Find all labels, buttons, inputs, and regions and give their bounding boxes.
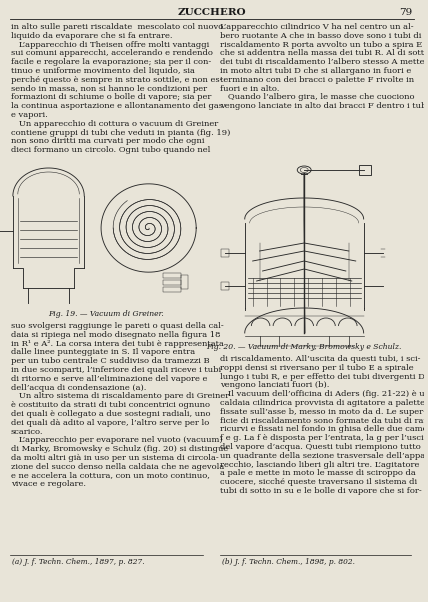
Text: dell’acqua di condensazione (a).: dell’acqua di condensazione (a). bbox=[11, 383, 146, 391]
Text: Fig. 19. — Vacuum di Greiner.: Fig. 19. — Vacuum di Greiner. bbox=[48, 310, 164, 318]
Text: di Marky, Bromowsky e Schulz (fig. 20) si distingue: di Marky, Bromowsky e Schulz (fig. 20) s… bbox=[11, 445, 228, 453]
Text: in R¹ e A². La corsa intera dei tubi è rappresentata: in R¹ e A². La corsa intera dei tubi è r… bbox=[11, 340, 224, 347]
Text: tubi di sotto in su e le bolle di vapore che si for-: tubi di sotto in su e le bolle di vapore… bbox=[220, 487, 422, 495]
Text: in moto altri tubi D che si allargano in fuori e: in moto altri tubi D che si allargano in… bbox=[220, 67, 411, 75]
Text: L’apparecchio di Theisen offre molti vantaggi: L’apparecchio di Theisen offre molti van… bbox=[11, 40, 209, 49]
Text: a pale e mette in moto le masse di sciroppo da: a pale e mette in moto le masse di sciro… bbox=[220, 470, 416, 477]
Text: formazioni di schiume o bolle di vapore; sia per: formazioni di schiume o bolle di vapore;… bbox=[11, 93, 211, 101]
Text: che si addentra nella massa dei tubi R. Al di sotto: che si addentra nella massa dei tubi R. … bbox=[220, 49, 428, 57]
Bar bbox=[181, 275, 188, 289]
Text: L’apparecchio per evaporare nel vuoto (vacuum): L’apparecchio per evaporare nel vuoto (v… bbox=[11, 436, 223, 444]
Bar bbox=[163, 273, 181, 278]
Text: dieci formano un circolo. Ogni tubo quando nel: dieci formano un circolo. Ogni tubo quan… bbox=[11, 146, 210, 154]
Bar bbox=[359, 165, 371, 175]
Text: bero ruotante A che in basso dove sono i tubi di: bero ruotante A che in basso dove sono i… bbox=[220, 32, 421, 40]
Text: recchio, lasciando liberi gli altri tre. L’agitatore: recchio, lasciando liberi gli altri tre.… bbox=[220, 461, 419, 468]
Text: caldaia cilindrica provvista di agitatore a palette e: caldaia cilindrica provvista di agitator… bbox=[220, 399, 428, 407]
Text: roppi densi si riversano per il tubo E a spirale: roppi densi si riversano per il tubo E a… bbox=[220, 364, 413, 372]
Text: Un altro sistema di riscaldamento pare di Greiner: Un altro sistema di riscaldamento pare d… bbox=[11, 393, 229, 400]
Text: f e g. La f è disposta per l’entrata, la g per l’uscita: f e g. La f è disposta per l’entrata, la… bbox=[220, 434, 428, 442]
Text: vivace e regolare.: vivace e regolare. bbox=[11, 480, 86, 488]
Text: daia si ripiega nel modo disegnato nella figura 18: daia si ripiega nel modo disegnato nella… bbox=[11, 331, 220, 339]
Bar bbox=[163, 287, 181, 292]
Bar bbox=[221, 249, 229, 257]
Text: (a) J. f. Techn. Chem., 1897, p. 827.: (a) J. f. Techn. Chem., 1897, p. 827. bbox=[12, 558, 145, 566]
Text: vengono lanciati fuori (b).: vengono lanciati fuori (b). bbox=[220, 382, 329, 389]
Text: zione del succo denso nella caldaia che ne agevola: zione del succo denso nella caldaia che … bbox=[11, 463, 224, 471]
Text: ficie di riscaldamento sono formate da tubi di rame: ficie di riscaldamento sono formate da t… bbox=[220, 417, 428, 424]
Text: cuocere, sicché queste traversano il sistema di: cuocere, sicché queste traversano il sis… bbox=[220, 478, 417, 486]
Text: dei quali è collegato a due sostegni radiali, uno: dei quali è collegato a due sostegni rad… bbox=[11, 410, 211, 418]
Bar bbox=[221, 282, 229, 290]
Text: in alto sulle pareti riscaldate  mescolato col nuovo: in alto sulle pareti riscaldate mescolat… bbox=[11, 23, 223, 31]
Text: 79: 79 bbox=[399, 8, 412, 17]
Text: in due scomparti, l’inferiore dei quali riceve i tubi: in due scomparti, l’inferiore dei quali … bbox=[11, 366, 221, 374]
Text: scarico.: scarico. bbox=[11, 427, 43, 436]
Text: liquido da evaporare che si fa entrare.: liquido da evaporare che si fa entrare. bbox=[11, 32, 172, 40]
Text: ricurvi e fissati nel fondo in ghisa delle due camere: ricurvi e fissati nel fondo in ghisa del… bbox=[220, 426, 428, 433]
Text: Quando l’albero gira, le masse che cuociono: Quando l’albero gira, le masse che cuoci… bbox=[220, 93, 414, 101]
Text: dalle linee punteggiate in S. Il vapore entra: dalle linee punteggiate in S. Il vapore … bbox=[11, 349, 195, 356]
Text: e vapori.: e vapori. bbox=[11, 111, 48, 119]
Text: L’apparecchio cilindrico V ha nel centro un al-: L’apparecchio cilindrico V ha nel centro… bbox=[220, 23, 413, 31]
Text: per un tubo centrale C suddiviso da tramezzi B: per un tubo centrale C suddiviso da tram… bbox=[11, 357, 210, 365]
Text: dei quali dà adito al vapore, l’altro serve per lo: dei quali dà adito al vapore, l’altro se… bbox=[11, 419, 209, 427]
Text: terminano con dei bracci o palette F rivolte in: terminano con dei bracci o palette F riv… bbox=[220, 76, 414, 84]
Text: Un apparecchio di cottura o vacuum di Greiner: Un apparecchio di cottura o vacuum di Gr… bbox=[11, 120, 218, 128]
Text: Il vacuum dell’officina di Aders (fig. 21-22) è una: Il vacuum dell’officina di Aders (fig. 2… bbox=[220, 390, 428, 398]
Text: non sono diritti ma curvati per modo che ogni: non sono diritti ma curvati per modo che… bbox=[11, 137, 205, 146]
Text: di riscaldamento. All’uscita da questi tubi, i sci-: di riscaldamento. All’uscita da questi t… bbox=[220, 355, 420, 363]
Text: la continua asportazione e allontanamento dei gas: la continua asportazione e allontanament… bbox=[11, 102, 223, 110]
Text: lungo i tubi R, e per effetto dei tubi divergenti D: lungo i tubi R, e per effetto dei tubi d… bbox=[220, 373, 425, 380]
Text: riscaldamento R porta avvolto un tubo a spira E: riscaldamento R porta avvolto un tubo a … bbox=[220, 40, 422, 49]
Text: vengono lanciate in alto dai bracci F dentro i tubi: vengono lanciate in alto dai bracci F de… bbox=[220, 102, 428, 110]
Text: un quadrante della sezione trasversale dell’appa-: un quadrante della sezione trasversale d… bbox=[220, 452, 428, 460]
Text: ZUCCHERO: ZUCCHERO bbox=[178, 8, 247, 17]
Text: Fig. 20. — Vacuum di Marky, Bromowsky e Schulz.: Fig. 20. — Vacuum di Marky, Bromowsky e … bbox=[206, 343, 402, 351]
Text: e ne accelera la cottura, con un moto continuo,: e ne accelera la cottura, con un moto co… bbox=[11, 471, 210, 480]
Text: sui comuni apparecchi, accelerando e rendendo: sui comuni apparecchi, accelerando e ren… bbox=[11, 49, 213, 57]
Bar bbox=[163, 280, 181, 285]
Text: fissate sull’asse b, messo in moto da d. Le super-: fissate sull’asse b, messo in moto da d.… bbox=[220, 408, 426, 416]
Text: è costituito da strati di tubi concentrici ognuno: è costituito da strati di tubi concentri… bbox=[11, 401, 210, 409]
Text: contiene gruppi di tubi che veduti in pianta (fig. 19): contiene gruppi di tubi che veduti in pi… bbox=[11, 129, 230, 137]
Text: di ritorno e serve all’eliminazione del vapore e: di ritorno e serve all’eliminazione del … bbox=[11, 375, 207, 383]
Text: facile e regolare la evaporazione; sia per il con-: facile e regolare la evaporazione; sia p… bbox=[11, 58, 211, 66]
Text: sendo in massa, non si hanno le condizioni per: sendo in massa, non si hanno le condizio… bbox=[11, 85, 207, 93]
Text: perché questo è sempre in strato sottile, e non es-: perché questo è sempre in strato sottile… bbox=[11, 76, 223, 84]
Text: tinuo e uniforme movimento del liquido, sia: tinuo e uniforme movimento del liquido, … bbox=[11, 67, 195, 75]
Text: da molti altri già in uso per un sistema di circola-: da molti altri già in uso per un sistema… bbox=[11, 454, 219, 462]
Text: (b) J. f. Techn. Chem., 1898, p. 802.: (b) J. f. Techn. Chem., 1898, p. 802. bbox=[222, 558, 355, 566]
Text: suo svolgersi raggiunge le pareti o quasi della cal-: suo svolgersi raggiunge le pareti o quas… bbox=[11, 322, 224, 330]
Text: dei tubi di riscaldamento l’albero stesso A mette: dei tubi di riscaldamento l’albero stess… bbox=[220, 58, 425, 66]
Text: del vapore d’acqua. Questi tubi riempiono tutto: del vapore d’acqua. Questi tubi riempion… bbox=[220, 443, 421, 451]
Text: fuori e in alto.: fuori e in alto. bbox=[220, 85, 279, 93]
